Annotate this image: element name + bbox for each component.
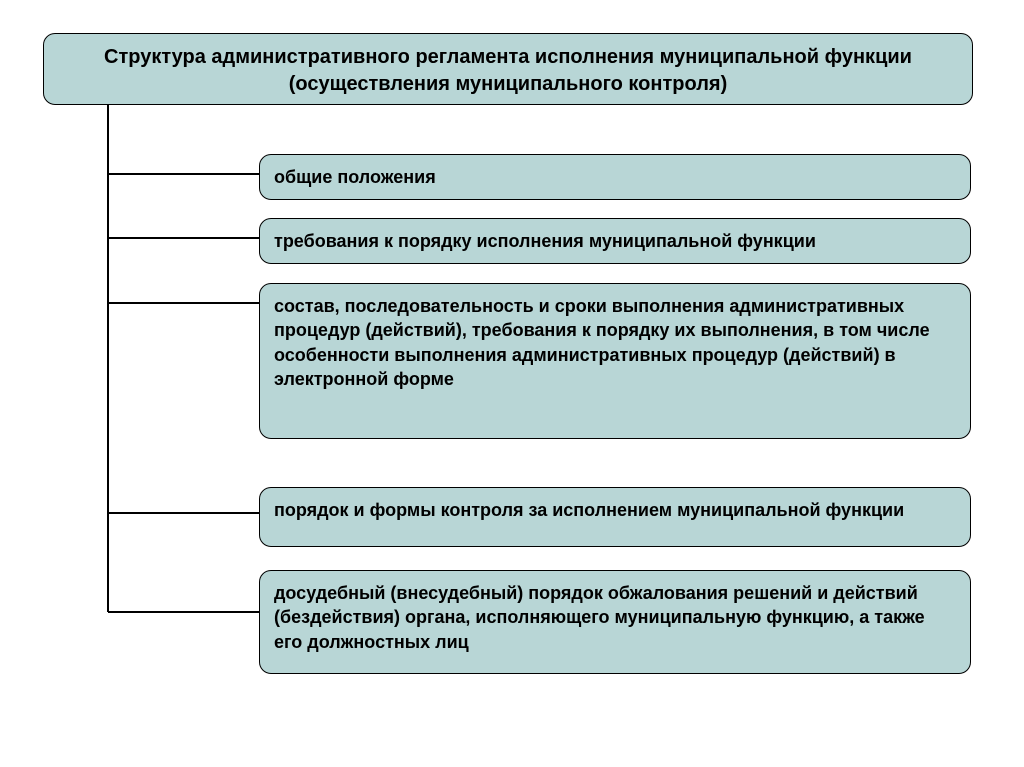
child-node-item3: состав, последовательность и сроки выпол… <box>259 283 971 439</box>
header-node: Структура административного регламента и… <box>43 33 973 105</box>
child-node-item5: досудебный (внесудебный) порядок обжалов… <box>259 570 971 674</box>
child-node-item1: общие положения <box>259 154 971 200</box>
child-node-item4: порядок и формы контроля за исполнением … <box>259 487 971 547</box>
child-node-item2: требования к порядку исполнения муниципа… <box>259 218 971 264</box>
